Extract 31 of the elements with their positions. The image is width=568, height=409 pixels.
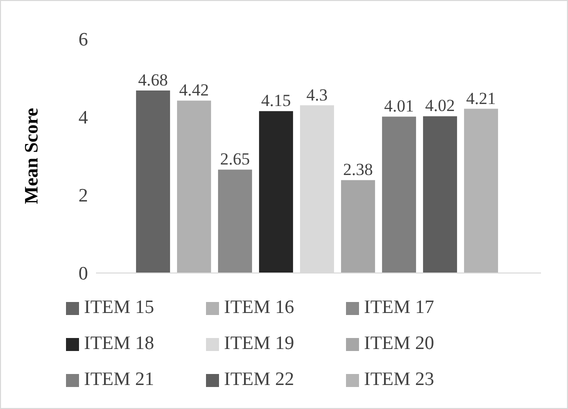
legend-label: ITEM 15 [84, 297, 154, 319]
legend-label: ITEM 23 [364, 369, 434, 391]
data-label: 4.15 [261, 91, 291, 110]
data-label: 2.65 [220, 150, 250, 169]
legend-label: ITEM 19 [224, 333, 294, 355]
bar [341, 180, 376, 273]
data-label: 4.02 [425, 96, 455, 116]
y-axis-title: Mean Score [22, 108, 43, 204]
bar [136, 90, 170, 273]
bar [382, 116, 416, 273]
legend-label: ITEM 21 [84, 369, 154, 391]
legend-label: ITEM 17 [364, 297, 434, 319]
legend-label: ITEM 18 [84, 333, 154, 355]
legend-label: ITEM 22 [224, 369, 294, 391]
data-label: 4.21 [466, 88, 496, 108]
data-label: 4.3 [306, 85, 328, 104]
data-label: 4.42 [179, 80, 209, 100]
bar [218, 170, 252, 273]
bar [464, 108, 498, 273]
y-tick-label: 0 [78, 264, 88, 285]
y-tick-label: 2 [78, 186, 88, 207]
legend-label: ITEM 20 [364, 333, 434, 355]
bar [259, 111, 294, 273]
bar [423, 116, 458, 273]
data-label: 4.01 [384, 96, 414, 116]
y-tick-label: 6 [78, 30, 88, 51]
data-label: 2.38 [343, 160, 373, 180]
data-label: 4.68 [138, 70, 168, 90]
bar [177, 100, 212, 273]
legend-label: ITEM 16 [224, 297, 294, 319]
y-tick-label: 4 [78, 108, 88, 129]
